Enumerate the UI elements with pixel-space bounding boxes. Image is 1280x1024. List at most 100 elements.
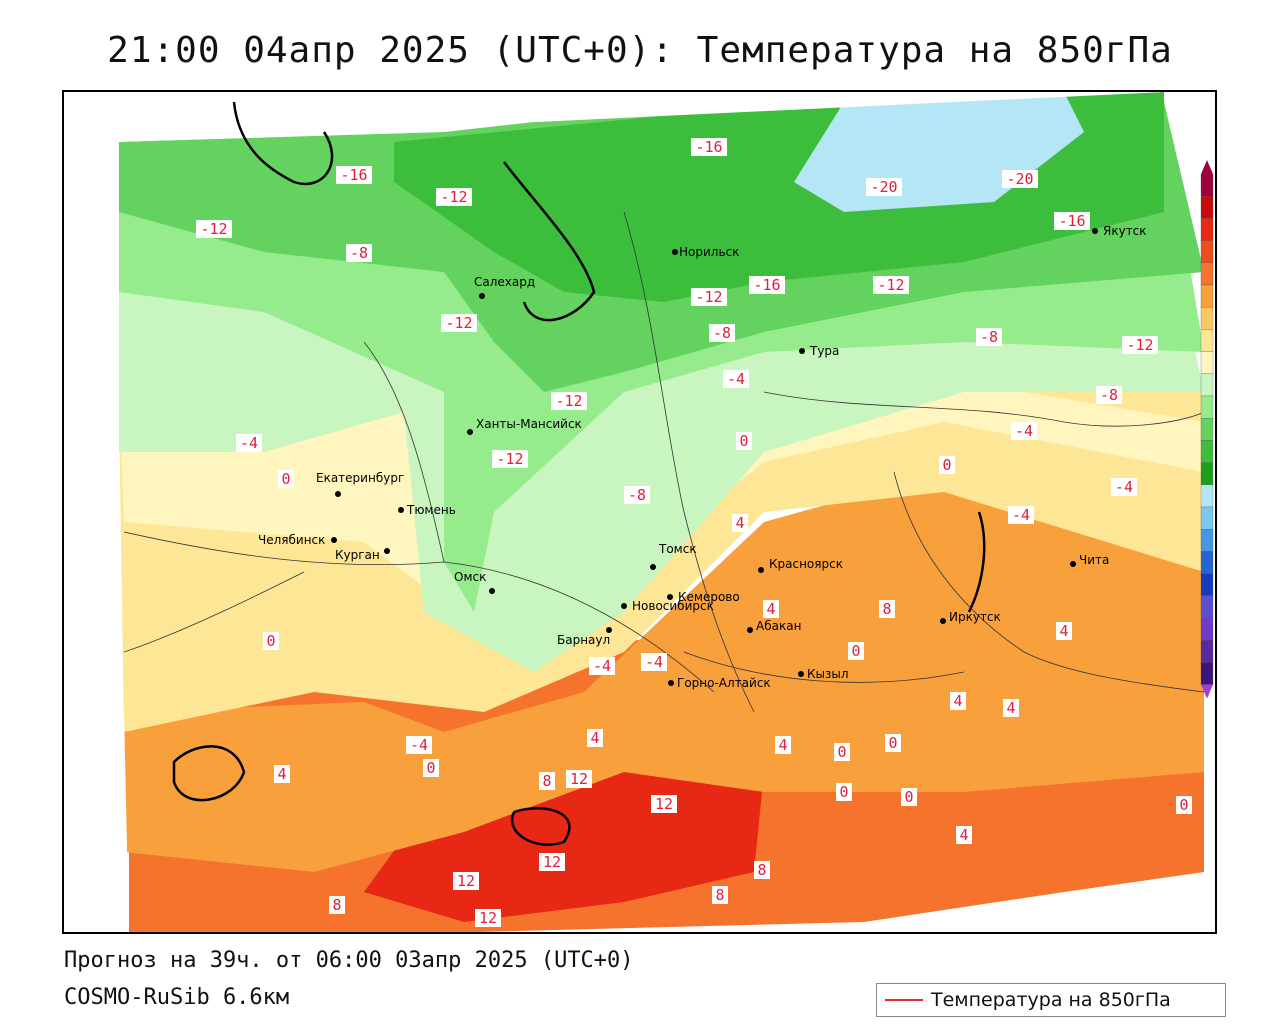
contour-label-bg — [736, 432, 752, 450]
colorbar-arrow-top — [1201, 160, 1213, 174]
colorbar-swatch — [1200, 529, 1214, 552]
contour-label: 0 — [837, 743, 846, 761]
contour-label: 4 — [959, 826, 968, 844]
city-marker — [758, 567, 764, 573]
contour-label: 12 — [457, 872, 475, 890]
contour-label: -4 — [1015, 422, 1033, 440]
contour-label-bg — [691, 138, 727, 156]
city-marker — [384, 548, 390, 554]
colorbar-swatch — [1200, 284, 1214, 308]
contour-label: -8 — [980, 328, 998, 346]
contour-label: -12 — [1126, 336, 1153, 354]
contour-label: 4 — [590, 729, 599, 747]
contour-label-bg — [263, 632, 279, 650]
contour-label: -12 — [200, 220, 227, 238]
city-marker — [489, 588, 495, 594]
contour-label: 0 — [942, 456, 951, 474]
contour-label: -12 — [877, 276, 904, 294]
contour-label: 0 — [281, 470, 290, 488]
contour-label-bg — [1008, 506, 1034, 524]
contour-label-bg — [775, 736, 791, 754]
contour-label-bg — [732, 514, 748, 532]
city-marker — [798, 671, 804, 677]
city-label: Барнаул — [557, 633, 610, 647]
contour-label-bg — [278, 470, 294, 488]
contour-label: -12 — [445, 314, 472, 332]
contour-label-bg — [641, 653, 667, 671]
contour-label: 8 — [542, 772, 551, 790]
city-marker — [940, 618, 946, 624]
contour-label-bg — [723, 370, 749, 388]
city-label: Екатеринбург — [316, 471, 404, 485]
contour-label: 0 — [888, 734, 897, 752]
contour-label-bg — [587, 729, 603, 747]
city-marker — [621, 603, 627, 609]
city-marker — [672, 249, 678, 255]
contour-label-bg — [1176, 796, 1192, 814]
city-marker — [335, 491, 341, 497]
colorbar-swatch — [1200, 218, 1214, 241]
chart-title: 21:00 04апр 2025 (UTC+0): Температура на… — [107, 30, 1173, 71]
contour-label-bg — [624, 486, 650, 504]
colorbar-arrow-bottom — [1201, 684, 1213, 699]
contour-label-bg — [956, 826, 972, 844]
colorbar-swatch — [1200, 196, 1214, 219]
colorbar-swatch — [1200, 307, 1214, 330]
contour-label-bg — [754, 861, 770, 879]
city-markers: Салехард Норильск Якутск Тура Ханты-Мансийск… — [258, 224, 1147, 690]
contour-label-bg — [712, 886, 728, 904]
city-marker — [479, 293, 485, 299]
contour-label: -12 — [496, 450, 523, 468]
city-marker — [799, 348, 805, 354]
contour-label-bg — [566, 770, 592, 788]
contour-label: 4 — [953, 692, 962, 710]
colorbar-swatch — [1200, 329, 1214, 352]
legend-label: Температура на 850гПа — [931, 989, 1171, 1011]
contour-label: -12 — [555, 392, 582, 410]
city-label: Ханты-Мансийск — [476, 417, 582, 431]
colorbar-swatch — [1200, 640, 1214, 663]
legend-line-swatch — [885, 999, 923, 1001]
contour-label-bg — [551, 392, 587, 410]
contour-label-bg — [453, 872, 479, 890]
city-label: Норильск — [679, 245, 739, 259]
contour-label-bg — [950, 692, 966, 710]
contour-label-bg — [879, 600, 895, 618]
colorbar: 2824201612840-4-8-12-16-20-24-28-32-36-4… — [1200, 160, 1214, 699]
contour-label: 4 — [277, 765, 286, 783]
contour-label-bg — [939, 456, 955, 474]
contour-label: -16 — [695, 138, 722, 156]
city-marker — [667, 594, 673, 600]
city-label: Салехард — [474, 275, 535, 289]
contour-label: 4 — [766, 600, 775, 618]
contour-label: -20 — [1006, 170, 1033, 188]
temperature-map: 2824201612840-4-8-12-16-20-24-28-32-36-4… — [62, 90, 1217, 934]
city-marker — [606, 627, 612, 633]
contour-label-bg — [885, 734, 901, 752]
coastlines — [172, 101, 986, 846]
contour-label-bg — [709, 324, 735, 342]
contour-label: 8 — [332, 896, 341, 914]
city-label: Абакан — [756, 619, 801, 633]
contour-label: -8 — [350, 244, 368, 262]
colorbar-swatch — [1200, 484, 1214, 508]
contour-label-bg — [848, 642, 864, 660]
contour-label-bg — [589, 657, 615, 675]
contour-label: -16 — [753, 276, 780, 294]
contour-label: -8 — [713, 324, 731, 342]
city-marker — [650, 564, 656, 570]
contour-label-bg — [1096, 386, 1122, 404]
orange-region — [124, 472, 1204, 872]
contour-label: -4 — [240, 434, 258, 452]
city-label: Тура — [809, 344, 839, 358]
contour-label: 12 — [570, 770, 588, 788]
city-label: Чита — [1079, 553, 1109, 567]
city-label: Кемерово — [678, 590, 740, 604]
contour-label-bg — [475, 909, 501, 927]
model-info: COSMO-RuSib 6.6км — [64, 985, 290, 1010]
contour-label: -20 — [870, 178, 897, 196]
city-marker — [1092, 228, 1098, 234]
contour-label: -4 — [645, 653, 663, 671]
contour-label: 0 — [839, 783, 848, 801]
contour-label: -12 — [695, 288, 722, 306]
